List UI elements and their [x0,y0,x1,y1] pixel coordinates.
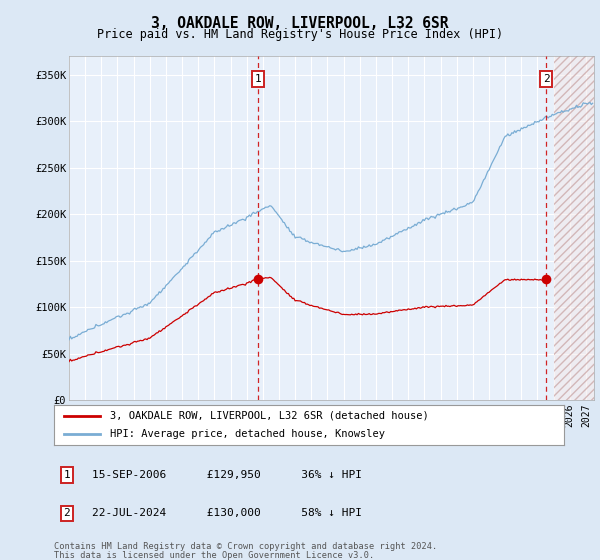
Text: 3, OAKDALE ROW, LIVERPOOL, L32 6SR (detached house): 3, OAKDALE ROW, LIVERPOOL, L32 6SR (deta… [110,411,429,421]
Text: 3, OAKDALE ROW, LIVERPOOL, L32 6SR: 3, OAKDALE ROW, LIVERPOOL, L32 6SR [151,16,449,31]
Text: Contains HM Land Registry data © Crown copyright and database right 2024.: Contains HM Land Registry data © Crown c… [54,542,437,550]
Text: 2: 2 [64,508,70,519]
Text: This data is licensed under the Open Government Licence v3.0.: This data is licensed under the Open Gov… [54,551,374,560]
Text: 1: 1 [64,470,70,480]
Text: 15-SEP-2006      £129,950      36% ↓ HPI: 15-SEP-2006 £129,950 36% ↓ HPI [92,470,362,480]
Text: Price paid vs. HM Land Registry's House Price Index (HPI): Price paid vs. HM Land Registry's House … [97,28,503,41]
Text: 1: 1 [255,74,262,84]
Text: HPI: Average price, detached house, Knowsley: HPI: Average price, detached house, Know… [110,429,385,439]
Text: 22-JUL-2024      £130,000      58% ↓ HPI: 22-JUL-2024 £130,000 58% ↓ HPI [92,508,362,519]
Text: 2: 2 [543,74,550,84]
